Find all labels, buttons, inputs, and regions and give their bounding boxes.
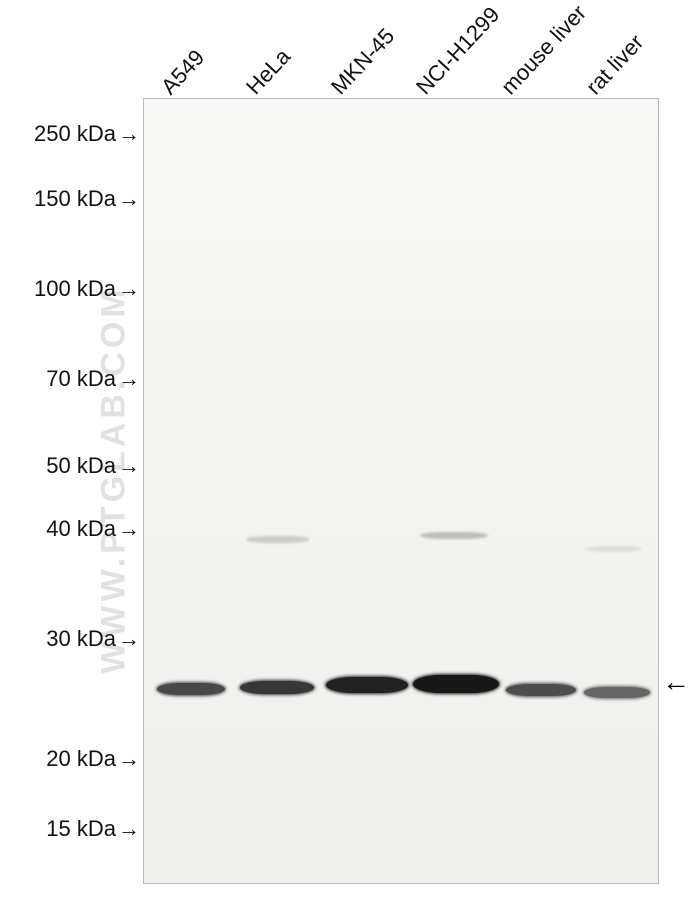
protein-band [584,687,650,698]
protein-band [413,675,499,693]
ladder-text: 50 kDa [46,453,116,479]
ladder-arrow-icon: → [118,186,140,212]
protein-band [506,684,576,696]
ladder-label: 150 kDa→ [34,186,140,212]
ladder-label: 30 kDa→ [46,626,140,652]
ladder-label: 40 kDa→ [46,516,140,542]
blot-membrane [143,98,659,884]
ladder-arrow-icon: → [118,626,140,652]
faint-band [420,532,488,539]
lane-label: A549 [156,45,210,100]
lane-label: mouse liver [496,0,592,100]
ladder-text: 100 kDa [34,276,116,302]
lane-label: rat liver [581,30,649,100]
ladder-text: 20 kDa [46,746,116,772]
ladder-arrow-icon: → [118,276,140,302]
ladder-label: 20 kDa→ [46,746,140,772]
ladder-arrow-icon: → [118,816,140,842]
ladder-text: 70 kDa [46,366,116,392]
ladder-label: 15 kDa→ [46,816,140,842]
ladder-arrow-icon: → [118,366,140,392]
lane-label: NCI-H1299 [411,2,505,100]
ladder-label: 250 kDa→ [34,121,140,147]
protein-band [157,683,225,695]
ladder-arrow-icon: → [118,746,140,772]
protein-band [326,677,408,693]
faint-band [586,546,642,552]
ladder-text: 15 kDa [46,816,116,842]
ladder-label: 100 kDa→ [34,276,140,302]
lane-label: HeLa [241,44,296,100]
band-indicator-arrow: ← [662,666,690,698]
ladder-label: 50 kDa→ [46,453,140,479]
ladder-arrow-icon: → [118,121,140,147]
ladder-arrow-icon: → [118,453,140,479]
figure-root: WWW.PTGLAB.COM ← 250 kDa→150 kDa→100 kDa… [0,0,700,903]
watermark-text: WWW.PTGLAB.COM [95,285,134,673]
ladder-text: 150 kDa [34,186,116,212]
ladder-arrow-icon: → [118,516,140,542]
faint-band [246,536,310,543]
lane-label: MKN-45 [326,23,400,100]
protein-band [240,681,314,694]
ladder-text: 250 kDa [34,121,116,147]
ladder-text: 40 kDa [46,516,116,542]
ladder-text: 30 kDa [46,626,116,652]
ladder-label: 70 kDa→ [46,366,140,392]
